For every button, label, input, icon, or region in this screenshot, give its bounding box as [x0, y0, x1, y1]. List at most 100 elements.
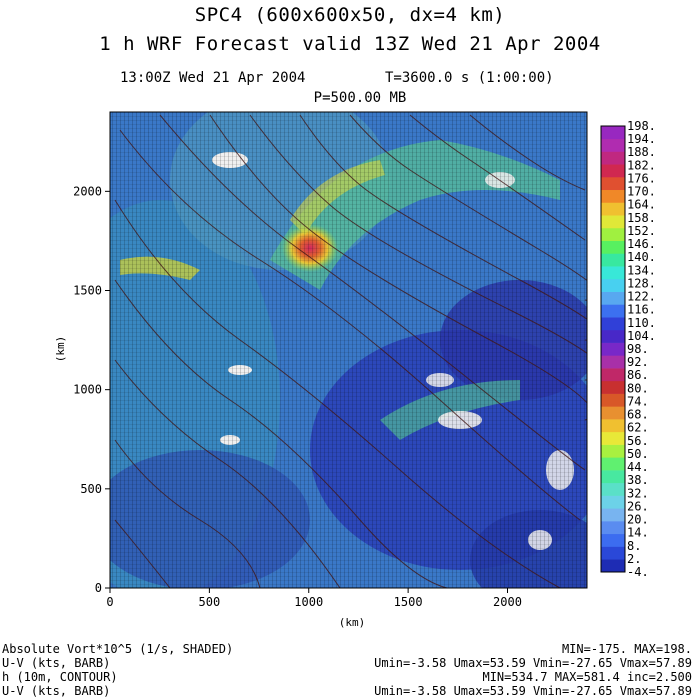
shaded-field — [110, 112, 587, 588]
x-axis: 0 500 1000 1500 2000 — [106, 588, 522, 609]
contour-description: h (10m, CONTOUR) — [2, 670, 118, 684]
colorbar-swatch — [601, 393, 625, 407]
colorbar-swatch — [601, 508, 625, 522]
colorbar-swatch — [601, 457, 625, 471]
colorbar-swatch — [601, 546, 625, 560]
colorbar-swatch — [601, 291, 625, 305]
colorbar-label: 116. — [627, 303, 656, 317]
colorbar-swatch — [601, 368, 625, 382]
colorbar-label: 44. — [627, 460, 649, 474]
colorbar-swatch — [601, 444, 625, 458]
y-axis: 0 500 1000 1500 2000 — [73, 184, 110, 595]
shaded-field-description: Absolute Vort*10^5 (1/s, SHADED) — [2, 642, 234, 656]
colorbar-swatch — [601, 189, 625, 203]
colorbar-label: 198. — [627, 119, 656, 133]
colorbar-label: 104. — [627, 329, 656, 343]
y-tick-label: 2000 — [73, 184, 102, 198]
colorbar-swatch — [601, 482, 625, 496]
colorbar-label: 68. — [627, 408, 649, 422]
barb-description: U-V (kts, BARB) — [2, 656, 111, 670]
pressure-level-label: P=500.00 MB — [313, 90, 407, 106]
colorbar-swatch — [601, 278, 625, 292]
y-tick-label: 0 — [95, 581, 102, 595]
colorbar-label: 140. — [627, 250, 656, 264]
colorbar-label: 8. — [627, 539, 641, 553]
height-contours — [114, 114, 587, 588]
colorbar-swatch — [601, 240, 625, 254]
x-tick-label: 0 — [106, 595, 113, 609]
barb-range-2: Umin=-3.58 Umax=53.59 Vmin=-27.65 Vmax=5… — [374, 684, 692, 698]
colorbar-label: 2. — [627, 552, 641, 566]
colorbar-label: 194. — [627, 132, 656, 146]
colorbar-label: 92. — [627, 355, 649, 369]
shaded-field-range: MIN=-175. MAX=198. — [561, 642, 692, 656]
colorbar-swatch — [601, 304, 625, 318]
colorbar-label: 56. — [627, 434, 649, 448]
colorbar-label: -4. — [627, 565, 649, 579]
colorbar-label: 80. — [627, 381, 649, 395]
colorbar-label: 110. — [627, 316, 656, 330]
colorbar-swatch — [601, 380, 625, 394]
colorbar-label: 188. — [627, 145, 656, 159]
plot-frame — [109, 111, 588, 589]
forecast-title: 1 h WRF Forecast valid 13Z Wed 21 Apr 20… — [99, 33, 601, 55]
colorbar: -4.2.8.14.20.26.32.38.44.50.56.62.68.74.… — [600, 119, 656, 579]
colorbar-label: 38. — [627, 473, 649, 487]
y-tick-label: 1000 — [73, 383, 102, 397]
colorbar-label: 20. — [627, 513, 649, 527]
colorbar-label: 134. — [627, 263, 656, 277]
colorbar-frame — [600, 125, 626, 573]
x-tick-label: 500 — [199, 595, 221, 609]
colorbar-label: 158. — [627, 211, 656, 225]
x-tick-label: 1500 — [394, 595, 423, 609]
colorbar-swatch — [601, 342, 625, 356]
plot-title: SPC4 (600x600x50, dx=4 km) — [194, 4, 506, 26]
colorbar-swatch — [601, 470, 625, 484]
colorbar-label: 62. — [627, 421, 649, 435]
barb-description-2: U-V (kts, BARB) — [2, 684, 111, 698]
colorbar-swatch — [601, 164, 625, 178]
colorbar-swatch — [601, 431, 625, 445]
colorbar-label: 74. — [627, 394, 649, 408]
colorbar-swatch — [601, 521, 625, 535]
colorbar-swatch — [601, 317, 625, 331]
colorbar-swatch — [601, 138, 625, 152]
barb-range: Umin=-3.58 Umax=53.59 Vmin=-27.65 Vmax=5… — [374, 656, 692, 670]
colorbar-swatch — [601, 151, 625, 165]
colorbar-label: 50. — [627, 447, 649, 461]
colorbar-swatch — [601, 559, 625, 573]
colorbar-label: 98. — [627, 342, 649, 356]
colorbar-swatch — [601, 495, 625, 509]
colorbar-swatch — [601, 126, 625, 140]
colorbar-label: 32. — [627, 486, 649, 500]
colorbar-swatch — [601, 227, 625, 241]
colorbar-label: 176. — [627, 171, 656, 185]
y-tick-label: 500 — [80, 482, 102, 496]
x-tick-label: 2000 — [493, 595, 522, 609]
colorbar-swatch — [601, 329, 625, 343]
y-axis-label: (km) — [54, 336, 67, 363]
colorbar-swatch — [601, 533, 625, 547]
colorbar-label: 122. — [627, 290, 656, 304]
colorbar-swatch — [601, 202, 625, 216]
colorbar-swatch — [601, 355, 625, 369]
valid-time-label: 13:00Z Wed 21 Apr 2004 — [120, 70, 306, 86]
x-axis-label: (km) — [339, 616, 366, 629]
colorbar-label: 170. — [627, 185, 656, 199]
y-tick-label: 1500 — [73, 284, 102, 298]
contour-range: MIN=534.7 MAX=581.4 inc=2.500 — [482, 670, 692, 684]
colorbar-label: 26. — [627, 499, 649, 513]
colorbar-swatch — [601, 215, 625, 229]
x-tick-label: 1000 — [294, 595, 323, 609]
colorbar-label: 182. — [627, 158, 656, 172]
colorbar-label: 14. — [627, 526, 649, 540]
colorbar-swatch — [601, 266, 625, 280]
colorbar-label: 86. — [627, 368, 649, 382]
colorbar-swatch — [601, 419, 625, 433]
colorbar-label: 164. — [627, 198, 656, 212]
model-time-label: T=3600.0 s (1:00:00) — [385, 70, 554, 86]
colorbar-swatch — [601, 176, 625, 191]
colorbar-label: 152. — [627, 224, 656, 238]
colorbar-swatch — [601, 406, 625, 420]
